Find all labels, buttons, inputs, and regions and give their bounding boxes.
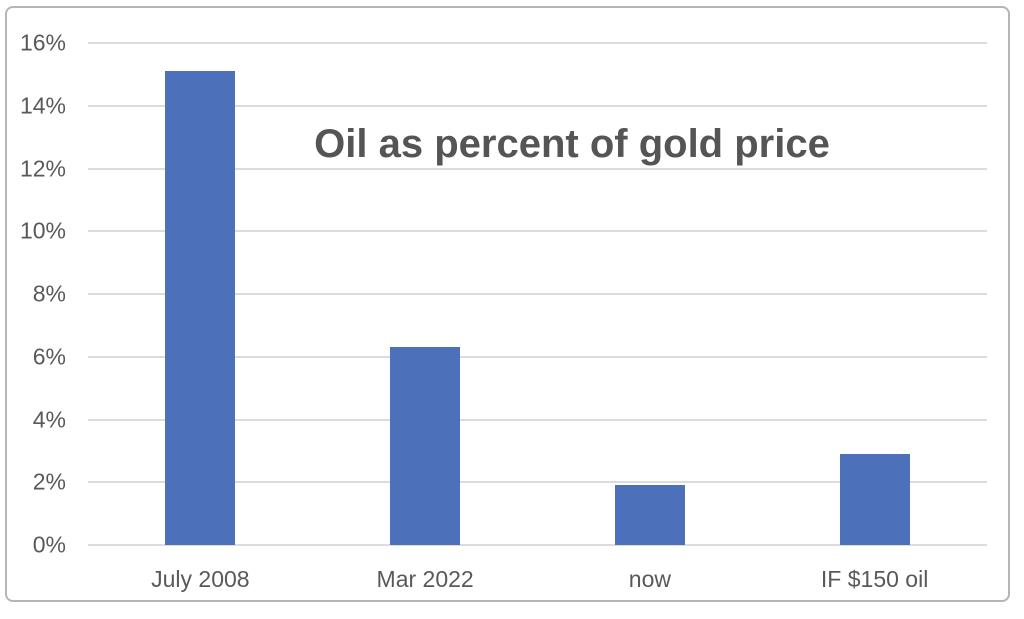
gridline — [88, 167, 987, 170]
y-tick-label: 14% — [19, 92, 66, 119]
x-category-label: Mar 2022 — [376, 566, 474, 592]
gridline — [88, 544, 987, 546]
y-tick-label: 2% — [32, 468, 66, 495]
y-tick-label: 16% — [19, 29, 66, 56]
x-category-label: July 2008 — [151, 566, 250, 592]
gridline — [88, 355, 987, 358]
gridline — [88, 42, 987, 44]
gridline — [88, 104, 987, 107]
bar — [839, 454, 910, 545]
x-category-label: now — [628, 566, 671, 592]
y-tick-label: 8% — [32, 280, 66, 307]
gridline — [88, 293, 987, 295]
x-category-label: IF $150 oil — [820, 566, 929, 592]
y-tick-label: 6% — [32, 343, 66, 370]
y-tick-label: 4% — [32, 406, 66, 432]
y-tick-label: 12% — [19, 155, 66, 181]
x-axis-labels: July 2008 Mar 2022 now IF $150 oil — [88, 563, 987, 595]
y-tick-label: 0% — [32, 531, 66, 558]
y-axis-labels: 0% 2% 4% 6% 8% 10% 12% 14% 16% — [0, 30, 66, 558]
y-tick-label: 10% — [19, 217, 66, 244]
gridline — [88, 418, 987, 421]
plot-area — [88, 42, 987, 546]
chart-title: Oil as percent of gold price — [314, 122, 830, 166]
bar — [390, 347, 461, 545]
gridline — [88, 481, 987, 484]
bar — [165, 71, 236, 545]
gridline — [88, 230, 987, 233]
bar — [614, 485, 685, 545]
